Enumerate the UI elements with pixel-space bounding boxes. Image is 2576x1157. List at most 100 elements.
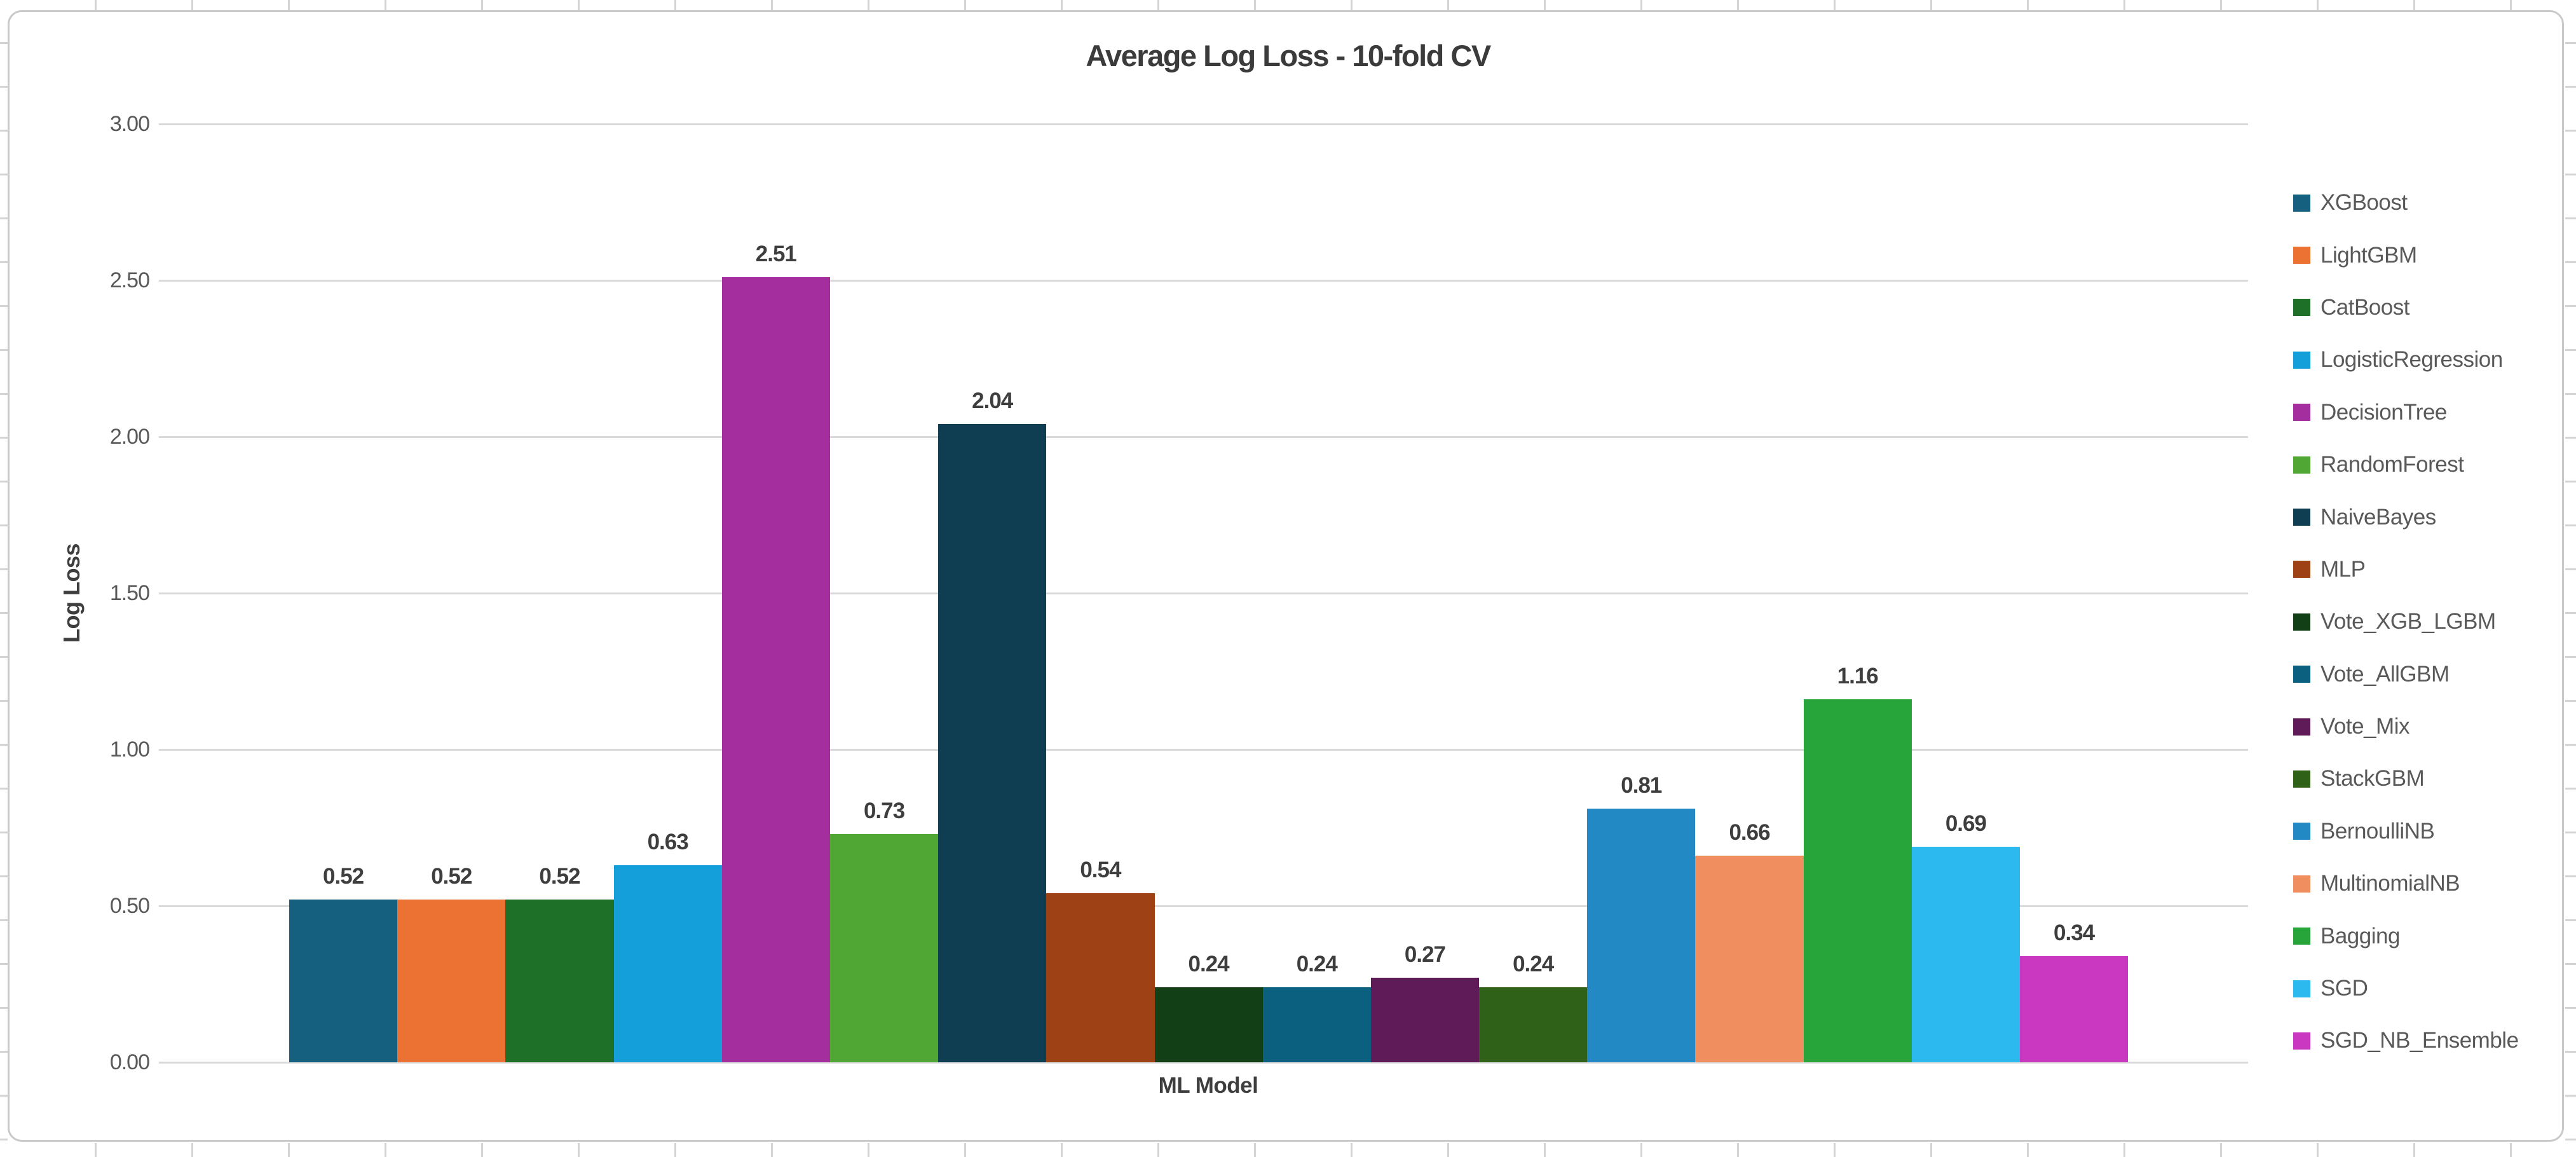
chart-title: Average Log Loss - 10-fold CV (1086, 39, 1491, 72)
gridline (159, 279, 2248, 282)
legend-item-lightgbm[interactable]: LightGBM (2293, 229, 2519, 281)
plot-area[interactable]: 0.52 0.52 0.52 0.63 2.51 0.73 2.04 0.54 0.24 0.24… (159, 123, 2248, 1064)
legend-label: RandomForest (2320, 452, 2464, 477)
legend-swatch (2293, 980, 2310, 997)
legend-label: CatBoost (2320, 294, 2409, 320)
y-tick-label: 3.00 (109, 112, 150, 136)
bar-lightgbm[interactable]: 0.52 (397, 864, 506, 1062)
bar-value-label: 2.51 (755, 242, 797, 267)
legend-label: MLP (2320, 556, 2366, 582)
bar-value-label: 0.63 (647, 830, 689, 855)
bar-value-label: 0.69 (1945, 811, 1987, 836)
y-tick-label: 2.50 (109, 268, 150, 292)
spreadsheet-gridline-stubs-top (0, 0, 2576, 10)
legend-item-stackgbm[interactable]: StackGBM (2293, 753, 2519, 805)
legend-label: XGBoost (2320, 190, 2408, 216)
bar-value-label: 2.04 (972, 388, 1013, 414)
bar-bernoullinb[interactable]: 0.81 (1587, 773, 1696, 1062)
legend-label: Vote_AllGBM (2320, 661, 2450, 687)
bar-bagging[interactable]: 1.16 (1803, 664, 1912, 1062)
legend-swatch (2293, 928, 2310, 945)
legend-item-randomforest[interactable]: RandomForest (2293, 439, 2519, 491)
gridline (159, 1061, 2248, 1064)
legend-item-vote-xgb-lgbm[interactable]: Vote_XGB_LGBM (2293, 596, 2519, 648)
bar-vote-mix[interactable]: 0.27 (1370, 942, 1480, 1062)
bar-vote-allgbm[interactable]: 0.24 (1262, 952, 1371, 1062)
legend-label: DecisionTree (2320, 399, 2447, 425)
bar-catboost[interactable]: 0.52 (505, 864, 614, 1062)
legend-label: Bagging (2320, 923, 2400, 948)
legend-swatch (2293, 561, 2310, 578)
legend-swatch (2293, 194, 2310, 212)
legend-item-vote-allgbm[interactable]: Vote_AllGBM (2293, 648, 2519, 701)
legend-item-logisticregression[interactable]: LogisticRegression (2293, 334, 2519, 386)
legend-item-xgboost[interactable]: XGBoost (2293, 177, 2519, 229)
spreadsheet-gridline-stubs-bottom (0, 1143, 2576, 1157)
y-tick-label: 2.00 (109, 425, 150, 449)
legend-swatch (2293, 247, 2310, 264)
bar-value-label: 0.73 (863, 798, 905, 823)
bar-stackgbm[interactable]: 0.24 (1479, 952, 1588, 1062)
legend-item-multinomialnb[interactable]: MultinomialNB (2293, 858, 2519, 910)
bar-value-label: 0.52 (431, 864, 472, 889)
gridline (159, 123, 2248, 125)
bar-naivebayes[interactable]: 2.04 (938, 388, 1047, 1062)
bar-sgd-nb-ensemble[interactable]: 0.34 (2020, 921, 2129, 1062)
bar-value-label: 0.54 (1080, 858, 1121, 883)
legend-swatch (2293, 299, 2310, 317)
bar-value-label: 0.81 (1621, 773, 1662, 798)
bar-xgboost[interactable]: 0.52 (289, 864, 398, 1062)
x-axis-title: ML Model (1158, 1073, 1258, 1098)
legend-swatch (2293, 875, 2310, 893)
legend-item-decisiontree[interactable]: DecisionTree (2293, 387, 2519, 439)
legend-swatch (2293, 351, 2310, 369)
bar-decisiontree[interactable]: 2.51 (721, 242, 830, 1062)
y-axis-tick-labels: 3.00 2.50 2.00 1.50 1.00 0.50 0.00 (51, 112, 150, 1074)
bar-multinomialnb[interactable]: 0.66 (1695, 820, 1804, 1062)
bar-value-label: 0.52 (323, 864, 364, 889)
legend-swatch (2293, 404, 2310, 421)
spreadsheet-gridline-stubs-right (2565, 0, 2576, 1157)
y-axis-title: Log Loss (58, 544, 85, 643)
bar-vote-xgb-lgbm[interactable]: 0.24 (1154, 952, 1263, 1062)
gridline (159, 592, 2248, 594)
legend-label: MultinomialNB (2320, 871, 2460, 896)
bar-value-label: 0.24 (1188, 951, 1230, 976)
legend-item-sgd[interactable]: SGD (2293, 962, 2519, 1015)
legend-swatch (2293, 666, 2310, 683)
legend-label: NaiveBayes (2320, 504, 2436, 530)
bar-value-label: 0.52 (539, 864, 580, 889)
legend-item-mlp[interactable]: MLP (2293, 544, 2519, 596)
bar-value-label: 0.27 (1404, 942, 1446, 968)
legend-item-catboost[interactable]: CatBoost (2293, 282, 2519, 334)
gridline (159, 905, 2248, 907)
bar-mlp[interactable]: 0.54 (1046, 858, 1155, 1062)
legend-label: BernoulliNB (2320, 818, 2435, 844)
legend-label: StackGBM (2320, 766, 2425, 791)
bar-sgd[interactable]: 0.69 (1911, 811, 2020, 1062)
bar-randomforest[interactable]: 0.73 (829, 798, 939, 1062)
bar-logisticregression[interactable]: 0.63 (613, 830, 722, 1062)
legend-item-sgd-nb-ensemble[interactable]: SGD_NB_Ensemble (2293, 1015, 2519, 1067)
legend-swatch (2293, 613, 2310, 631)
legend-label: SGD (2320, 976, 2368, 1001)
bar-value-label: 0.24 (1513, 951, 1554, 976)
legend-swatch (2293, 1032, 2310, 1050)
gridline (159, 748, 2248, 751)
spreadsheet-gridline-stubs-left (0, 0, 8, 1157)
legend-item-vote-mix[interactable]: Vote_Mix (2293, 701, 2519, 753)
legend-item-naivebayes[interactable]: NaiveBayes (2293, 491, 2519, 543)
y-tick-label: 1.00 (109, 737, 150, 762)
y-tick-label: 0.50 (109, 894, 150, 918)
gridline (159, 435, 2248, 438)
legend-item-bagging[interactable]: Bagging (2293, 910, 2519, 962)
legend: XGBoost LightGBM CatBoost LogisticRegressio… (2293, 177, 2519, 1067)
legend-label: LightGBM (2320, 242, 2417, 268)
bar-series: 0.52 0.52 0.52 0.63 2.51 0.73 2.04 0.54 0.24 0.24… (289, 124, 2129, 1062)
legend-label: LogisticRegression (2320, 347, 2503, 373)
legend-label: Vote_Mix (2320, 714, 2409, 739)
legend-swatch (2293, 718, 2310, 736)
bar-value-label: 0.24 (1296, 951, 1338, 976)
legend-item-bernoullinb[interactable]: BernoulliNB (2293, 805, 2519, 858)
